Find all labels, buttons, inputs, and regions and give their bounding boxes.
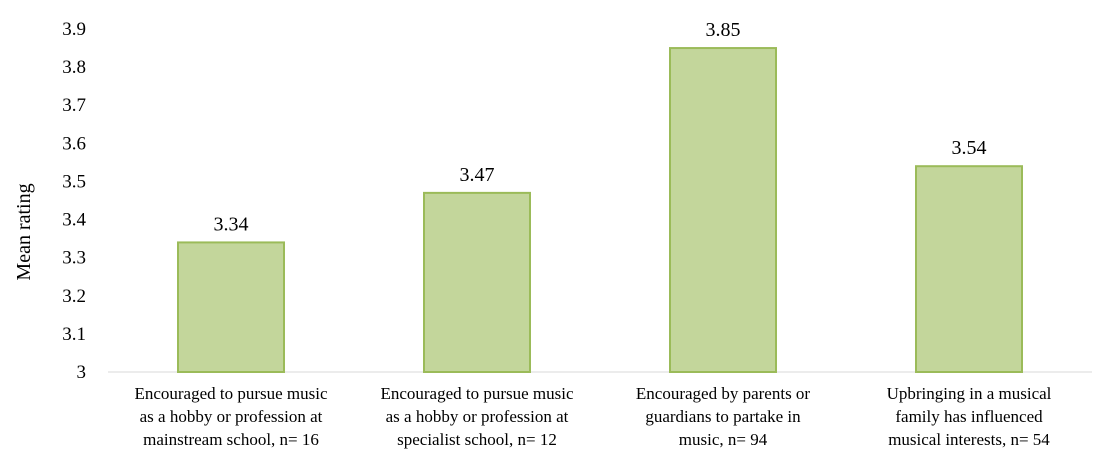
x-tick-label: as a hobby or profession at [386,407,569,426]
x-tick-label: guardians to partake in [645,407,801,426]
y-tick-label: 3 [77,362,87,383]
x-tick-label: music, n= 94 [679,430,768,449]
bar [669,47,777,374]
data-labels: 3.34 3.47 3.85 3.54 [214,19,987,235]
x-tick-label: Encouraged to pursue music [134,384,328,403]
data-label: 3.54 [952,137,987,159]
x-tick-label: specialist school, n= 12 [397,430,557,449]
y-tick-label: 3.2 [62,286,86,307]
y-tick-label: 3.5 [62,171,86,192]
bar [177,241,285,373]
x-axis-labels: Encouraged to pursue music as a hobby or … [134,384,1051,449]
y-tick-label: 3.4 [62,210,86,231]
data-label: 3.85 [706,19,741,41]
x-tick-label: musical interests, n= 54 [888,430,1050,449]
bar [423,191,531,373]
y-axis-label: Mean rating [13,183,35,280]
x-tick-label: family has influenced [895,407,1043,426]
x-tick-label: Encouraged to pursue music [380,384,574,403]
x-tick-label: as a hobby or profession at [140,407,323,426]
y-tick-label: 3.8 [62,57,86,78]
data-label: 3.47 [460,164,495,186]
y-tick-label: 3.7 [62,95,86,116]
x-tick-label: Encouraged by parents or [636,384,811,403]
x-tick-label: Upbringing in a musical [887,384,1052,403]
y-tick-label: 3.6 [62,133,86,154]
x-tick-label: mainstream school, n= 16 [143,430,319,449]
y-tick-label: 3.3 [62,248,86,269]
bar [915,165,1023,373]
bars [177,47,1023,374]
y-tick-label: 3.9 [62,19,86,40]
y-axis-ticks: 3 3.1 3.2 3.3 3.4 3.5 3.6 3.7 3.8 3.9 [62,19,86,383]
data-label: 3.34 [214,213,249,235]
y-tick-label: 3.1 [62,324,86,345]
